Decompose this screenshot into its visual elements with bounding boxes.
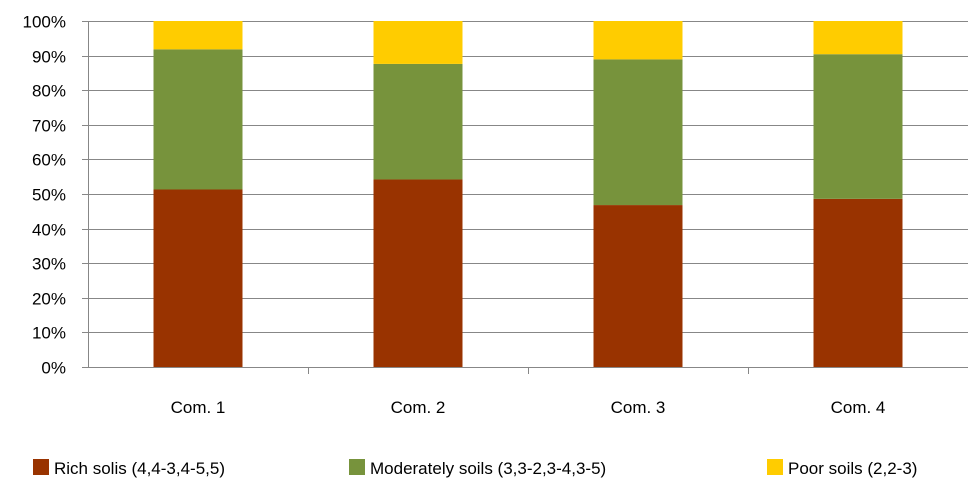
y-tick-label: 40% [32, 221, 66, 240]
bar-segment [813, 21, 903, 55]
y-tick-label: 90% [32, 48, 66, 67]
bar-segment [593, 205, 683, 367]
y-tick-label: 80% [32, 82, 66, 101]
x-tick-label: Com. 3 [611, 398, 666, 417]
bar-segment [813, 54, 903, 199]
legend-label: Rich solis (4,4-3,4-5,5) [54, 459, 225, 478]
bar-segment [593, 59, 683, 206]
bar-segment [593, 21, 683, 60]
axes: 0% 10% 20% 30% 40% 50% 60% 70% 80% 90% 100% Com. 1 C… [23, 13, 968, 417]
bar-segment [373, 179, 463, 367]
bars [153, 21, 903, 367]
legend: Rich solis (4,4-3,4-5,5) Moderately soils… [33, 459, 917, 478]
y-tick-label: 30% [32, 255, 66, 274]
x-tick-label: Com. 4 [831, 398, 886, 417]
x-tick-label: Com. 1 [171, 398, 226, 417]
bar-segment [153, 49, 243, 190]
y-tick-label: 50% [32, 186, 66, 205]
legend-swatch [33, 459, 49, 475]
y-tick-label: 60% [32, 151, 66, 170]
x-tick-label: Com. 2 [391, 398, 446, 417]
y-tick-label: 10% [32, 324, 66, 343]
legend-label: Moderately soils (3,3-2,3-4,3-5) [370, 459, 606, 478]
legend-label: Poor soils (2,2-3) [788, 459, 917, 478]
bar-segment [373, 21, 463, 64]
y-tick-label: 70% [32, 117, 66, 136]
y-tick-label: 20% [32, 290, 66, 309]
bar-segment [153, 189, 243, 367]
legend-swatch [349, 459, 365, 475]
bar-segment [813, 198, 903, 367]
legend-swatch [767, 459, 783, 475]
bar-segment [153, 21, 243, 50]
bar-segment [373, 63, 463, 180]
y-tick-label: 0% [41, 359, 66, 378]
y-tick-label: 100% [23, 13, 66, 32]
